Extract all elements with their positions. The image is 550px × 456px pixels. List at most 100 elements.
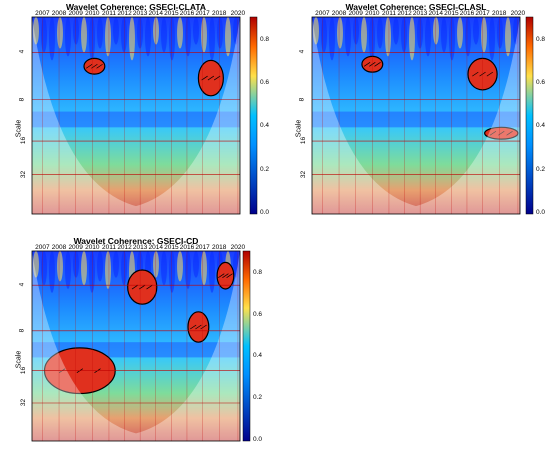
y-axis-label: Scale <box>15 120 23 138</box>
colorbar-tick-label: 0.4 <box>260 122 270 130</box>
phase-arrow <box>96 63 103 69</box>
x-tick-label: 2009 <box>68 10 83 17</box>
coherence-stripe <box>177 17 183 49</box>
x-tick-label: 2013 <box>412 10 428 17</box>
coherence-stripe <box>433 17 439 45</box>
coherence-stripe <box>113 17 119 45</box>
colorbar-tick-label: 0.8 <box>253 268 263 276</box>
colorbar-tick-label: 0.2 <box>253 394 263 402</box>
phase-arrow <box>190 324 197 330</box>
x-tick-label: 2010 <box>85 244 100 251</box>
x-tick-label: 2008 <box>331 10 347 17</box>
coherence-stripe <box>385 17 391 57</box>
coherence-stripe <box>49 17 55 61</box>
phase-arrow <box>222 273 229 278</box>
coherence-stripe <box>49 251 55 293</box>
colorbar-gradient <box>525 16 534 215</box>
coherence-stripe <box>57 251 63 282</box>
x-tick-label: 2010 <box>85 10 100 17</box>
coherence-stripe <box>73 251 79 278</box>
x-tick-label: 2016 <box>179 10 195 17</box>
phase-arrow <box>200 324 207 330</box>
colorbar-tick-label: 0.0 <box>536 209 546 216</box>
x-tick-label: 2011 <box>381 10 396 17</box>
coherence-stripe <box>81 17 87 53</box>
coherence-stripe <box>65 251 71 289</box>
x-tick-label: 2017 <box>195 10 210 17</box>
coherence-stripe <box>201 17 207 53</box>
x-tick-label: 2014 <box>148 10 163 17</box>
colorbar-tick-label: 0.4 <box>253 352 263 360</box>
coherence-stripe <box>449 17 455 61</box>
coherence-stripe <box>481 17 487 53</box>
phase-arrow <box>363 61 371 67</box>
coherence-stripe <box>161 251 167 286</box>
chart-title: Wavelet Coherence: GSECI-CLATA <box>65 2 207 12</box>
colorbar-tick-label: 0.6 <box>253 310 263 318</box>
x-tick-label: 2016 <box>179 244 195 251</box>
coherence-stripe <box>329 17 335 61</box>
colorbar-tick-label: 0.2 <box>536 165 546 173</box>
colorbar-tick-label: 0.0 <box>253 436 263 443</box>
coherence-stripe <box>145 17 151 57</box>
colorbar <box>525 16 534 215</box>
coherence-stripe <box>105 17 111 57</box>
y-tick-label: 16 <box>20 136 28 145</box>
colorbar-gradient <box>249 16 258 215</box>
x-tick-label: 2017 <box>475 10 490 17</box>
coherence-stripe <box>153 251 159 278</box>
coherence-stripe <box>177 251 183 282</box>
coherence-stripe <box>105 251 111 289</box>
colorbar <box>249 16 258 215</box>
coherence-stripe <box>377 17 383 49</box>
wavelet-heatmap <box>31 250 241 442</box>
x-tick-label: 2020 <box>230 244 246 251</box>
y-tick-label: 32 <box>300 170 308 178</box>
coherence-stripe <box>321 17 327 53</box>
coherence-stripe <box>361 17 367 53</box>
y-tick-label: 16 <box>300 136 308 145</box>
x-tick-label: 2009 <box>348 10 363 17</box>
x-tick-label: 2015 <box>164 244 179 251</box>
plot-frame <box>31 16 241 215</box>
coherence-stripe <box>73 17 79 45</box>
y-tick-label: 32 <box>20 398 28 407</box>
coherence-stripe <box>57 17 63 49</box>
x-tick-label: 2009 <box>68 244 83 251</box>
phase-arrow <box>489 130 497 136</box>
coherence-stripe <box>369 17 375 61</box>
x-tick-label: 2013 <box>132 10 148 17</box>
coherence-stripe <box>225 17 231 57</box>
coherence-stripe <box>185 17 191 57</box>
coherence-stripe <box>153 17 159 45</box>
y-axis-label: Scale <box>15 350 23 368</box>
coherence-stripe <box>233 251 239 278</box>
coherence-stripe <box>97 251 103 282</box>
coherence-stripe <box>41 251 47 286</box>
coherence-stripe <box>313 17 319 45</box>
coherence-stripe <box>489 17 495 61</box>
x-tick-label: 2018 <box>211 244 227 251</box>
coherence-stripe <box>497 17 503 49</box>
colorbar <box>242 250 251 442</box>
chart-title: Wavelet Coherence: GSECI-CLASL <box>345 2 487 12</box>
y-tick-label: 4 <box>18 50 26 54</box>
x-tick-label: 2012 <box>117 10 132 17</box>
x-tick-label: 2010 <box>365 10 380 17</box>
coherence-stripe <box>473 17 479 45</box>
phase-arrow <box>207 75 215 81</box>
colorbar-tick-label: 0.0 <box>260 209 270 216</box>
coherence-stripe <box>409 17 415 61</box>
coherence-stripe <box>457 17 463 49</box>
x-tick-label: 2018 <box>491 10 507 17</box>
coherence-stripe <box>209 17 215 61</box>
x-tick-label: 2020 <box>510 10 526 17</box>
coherence-stripe <box>209 251 215 293</box>
x-tick-label: 2014 <box>148 244 163 251</box>
coherence-stripe <box>337 17 343 49</box>
x-tick-label: 2011 <box>101 10 116 17</box>
x-tick-label: 2020 <box>230 10 246 17</box>
coherence-stripe <box>201 251 207 286</box>
coherence-stripe <box>121 17 127 53</box>
wavelet-heatmap <box>31 16 241 215</box>
